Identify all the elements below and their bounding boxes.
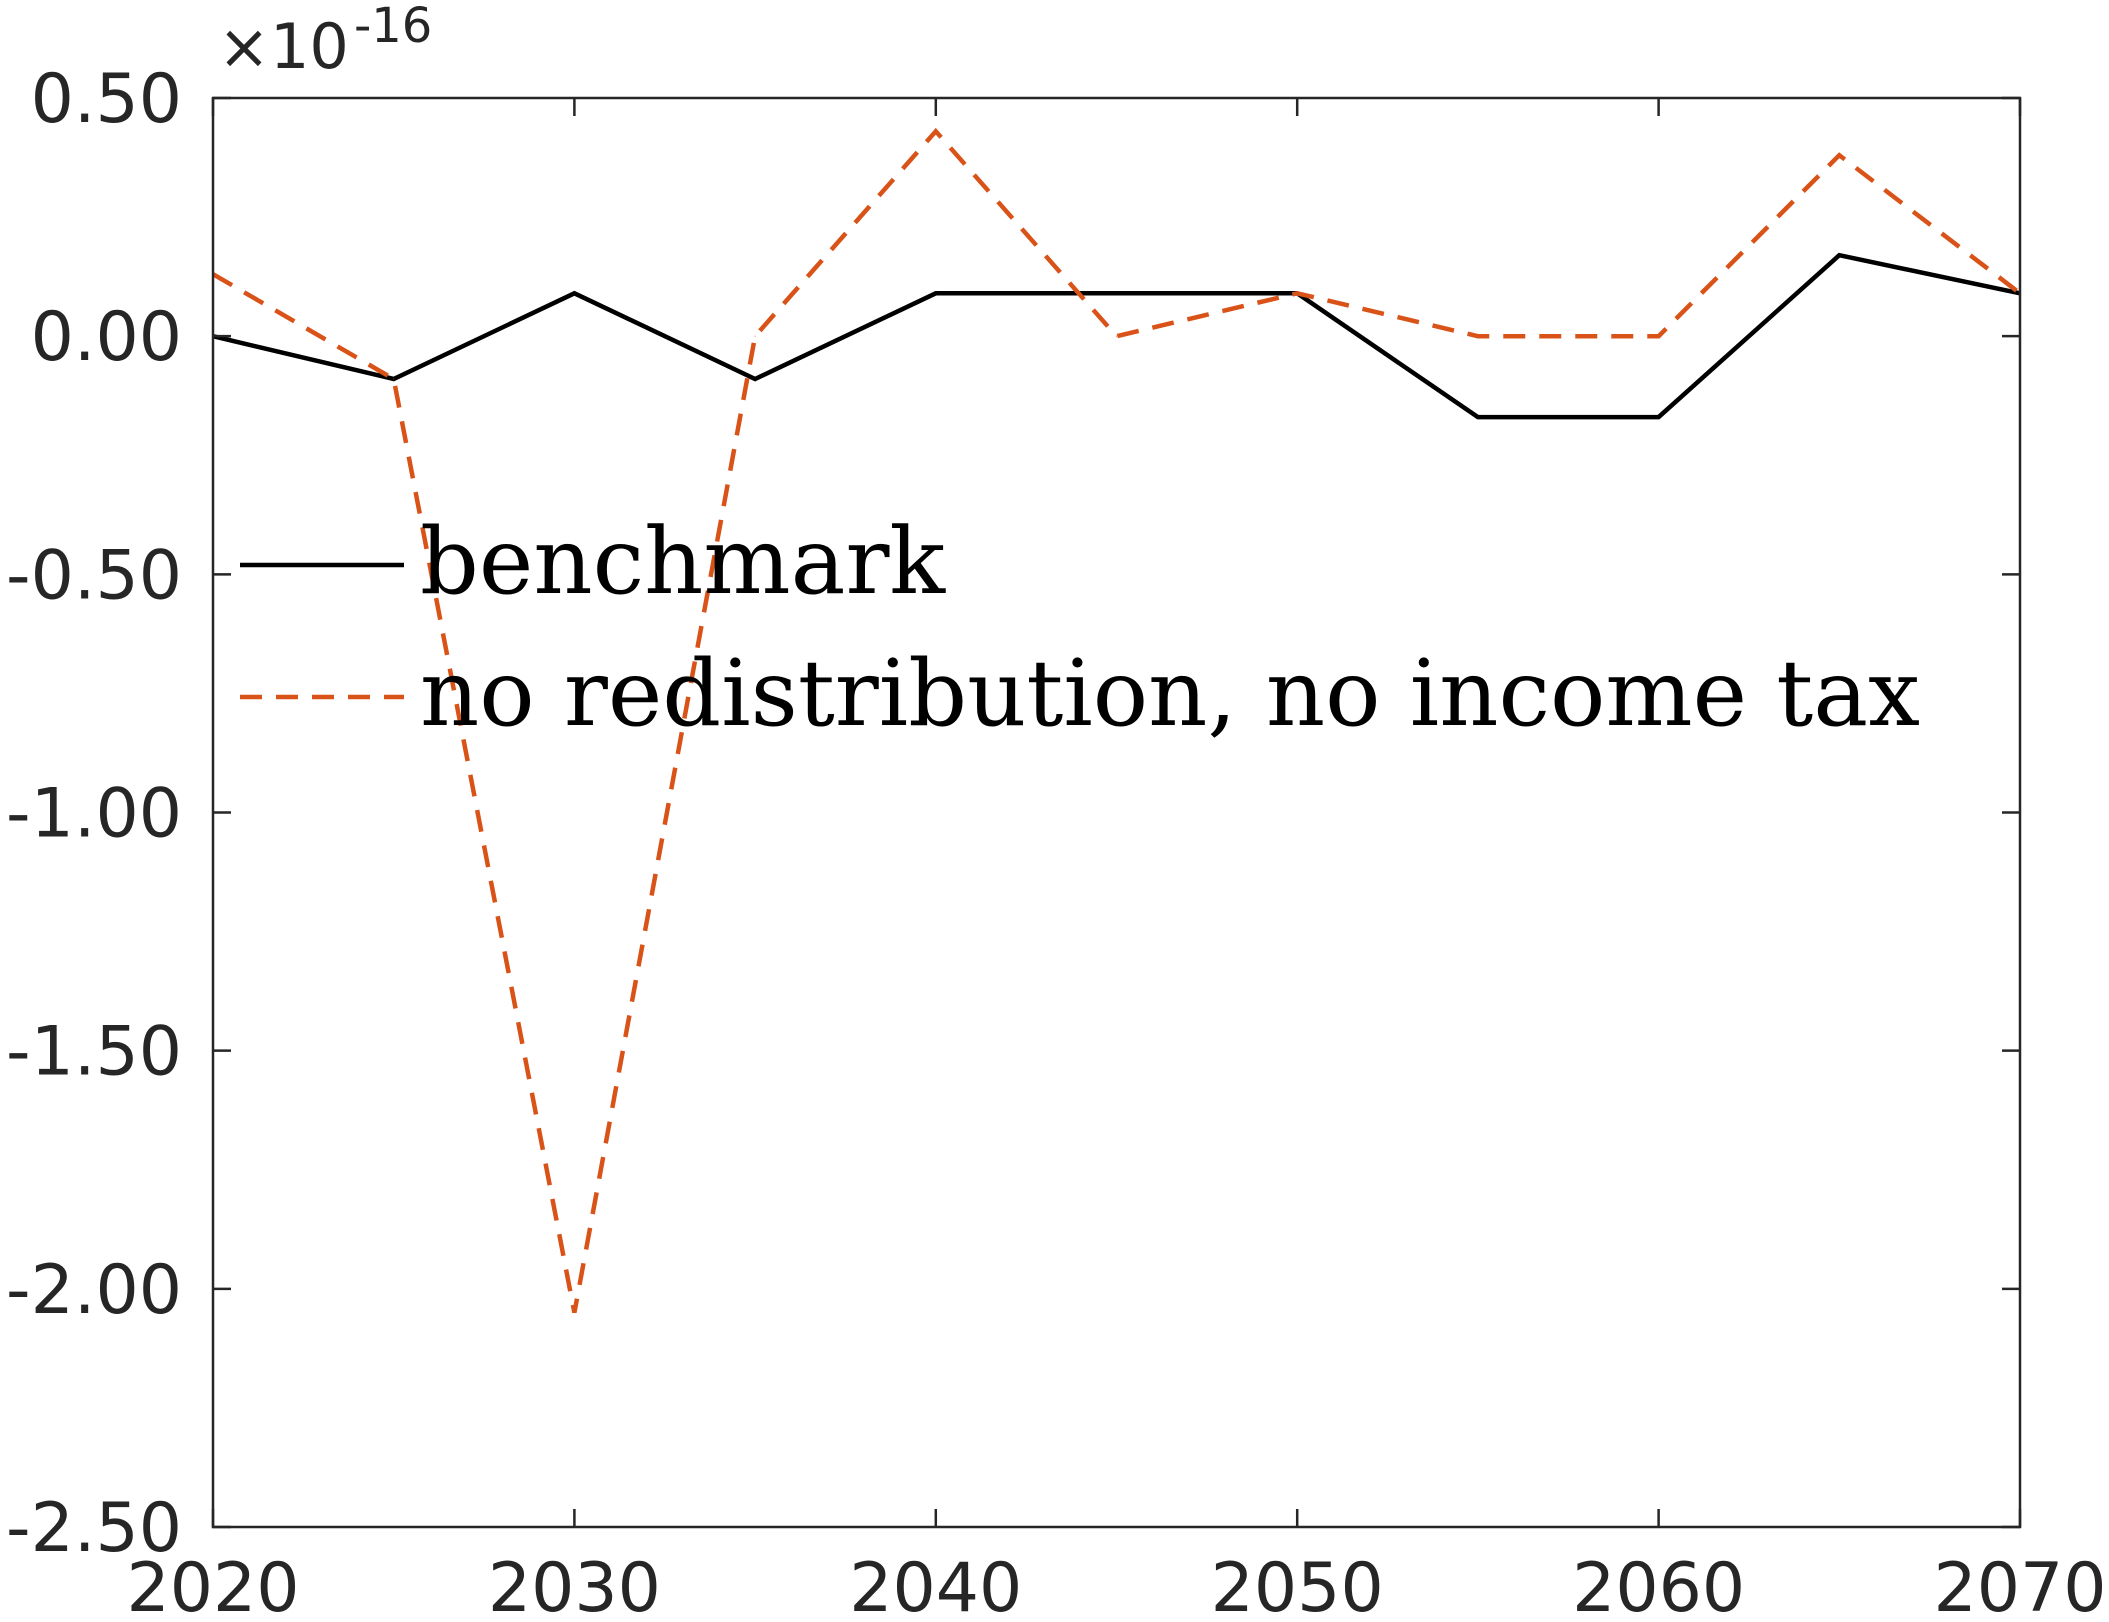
- y-exponent-prefix: ×10: [218, 10, 349, 83]
- x-tick-label: 2070: [1933, 1549, 2106, 1622]
- y-tick-label: 0.50: [31, 60, 182, 139]
- series-line-1: [211, 127, 2022, 1314]
- series-0-point: [1658, 416, 1660, 418]
- series-0-point: [1116, 292, 1117, 294]
- x-tick-label: 2040: [849, 1549, 1022, 1622]
- series-1-point: [1658, 335, 1660, 337]
- series-0-point: [935, 292, 937, 294]
- series-1-point: [754, 335, 756, 337]
- y-tick-label: -1.50: [6, 1013, 182, 1092]
- y-exponent-power: -16: [354, 0, 432, 54]
- y-tick-label: -1.00: [6, 775, 182, 854]
- x-tick-label: 2050: [1211, 1549, 1384, 1622]
- plot-background: [213, 98, 2020, 1527]
- legend-label-1: no redistribution, no income tax: [420, 640, 1920, 747]
- series-1-point: [573, 1312, 575, 1314]
- series-1-point: [1838, 154, 1840, 156]
- y-tick-label: -2.50: [6, 1489, 182, 1568]
- series-0-point: [1838, 254, 1840, 256]
- series-1-point: [935, 130, 937, 132]
- x-tick-label: 2020: [126, 1549, 299, 1622]
- series-1-point: [1116, 335, 1117, 337]
- y-tick-label: 0.00: [31, 298, 182, 377]
- x-tick-label: 2060: [1572, 1549, 1745, 1622]
- series-0-point: [754, 378, 756, 380]
- series-1-point: [1477, 335, 1479, 337]
- series-0-point: [1477, 416, 1479, 418]
- series-1-point: [393, 378, 395, 380]
- y-exponent-label: ×10 -16: [218, 0, 432, 83]
- x-tick-label: 2030: [488, 1549, 661, 1622]
- series-1-point: [1296, 292, 1298, 294]
- series-0-point: [573, 292, 575, 294]
- legend-label-0: benchmark: [420, 508, 946, 615]
- legend: benchmark no redistribution, no income ta…: [240, 508, 1920, 747]
- y-tick-label: -2.00: [6, 1251, 182, 1330]
- y-tick-label: -0.50: [6, 536, 182, 615]
- ticks-layer: 2020 2030 2040 2050 2060 2070 -2.50 -2.00 -1.50 -…: [6, 60, 2106, 1622]
